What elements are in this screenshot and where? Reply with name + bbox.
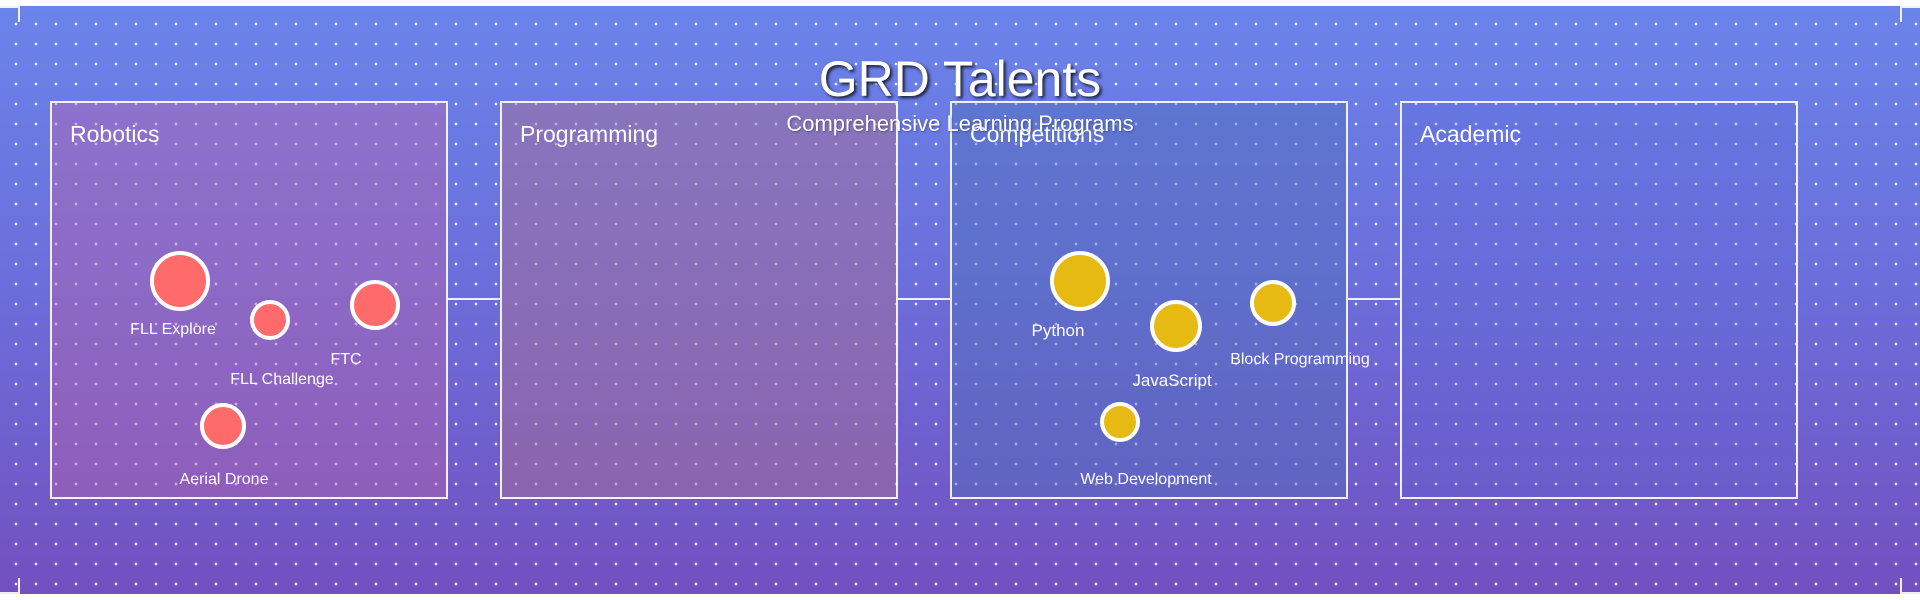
corner-bracket-bottom-left — [0, 578, 20, 594]
connector-robotics-programming — [448, 298, 500, 300]
panel-academic[interactable]: Academic — [1400, 101, 1798, 499]
panel-programming[interactable]: Programming — [500, 101, 898, 499]
corner-bracket-top-left — [0, 6, 20, 22]
bubble-block-programming[interactable] — [1250, 280, 1296, 326]
connector-competitions-academic — [1348, 298, 1400, 300]
label-python: Python — [1031, 321, 1085, 340]
corner-bracket-bottom-right — [1900, 578, 1920, 594]
bubble-fll-explore[interactable] — [150, 251, 210, 311]
label-aerial-drone: Aerial Drone — [179, 471, 269, 488]
bubble-python[interactable] — [1050, 251, 1110, 311]
page-subtitle: Comprehensive Learning Programs — [786, 111, 1134, 136]
bubble-javascript[interactable] — [1150, 300, 1202, 352]
label-fll-challenge: FLL Challenge — [230, 371, 334, 388]
panel-title-academic: Academic — [1420, 121, 1521, 147]
bubble-fll-challenge[interactable] — [250, 300, 290, 340]
bubble-aerial-drone[interactable] — [200, 403, 246, 449]
label-javascript: JavaScript — [1132, 371, 1212, 390]
bubble-web-development[interactable] — [1100, 402, 1140, 442]
panel-title-robotics: Robotics — [70, 121, 160, 147]
connector-programming-competitions — [898, 298, 950, 300]
label-fll-explore: FLL Explore — [130, 321, 216, 338]
label-web-development: Web Development — [1080, 471, 1212, 488]
talents-canvas: Robotics Programming Competitions Academ… — [0, 6, 1920, 594]
panel-title-competitions: Competitions — [970, 121, 1105, 147]
page-title: GRD Talents — [818, 51, 1102, 107]
corner-bracket-top-right — [1900, 6, 1920, 22]
label-ftc: FTC — [330, 351, 362, 368]
bubble-ftc[interactable] — [350, 280, 400, 330]
label-block-programming: Block Programming — [1230, 351, 1370, 368]
panel-title-programming: Programming — [520, 121, 659, 147]
